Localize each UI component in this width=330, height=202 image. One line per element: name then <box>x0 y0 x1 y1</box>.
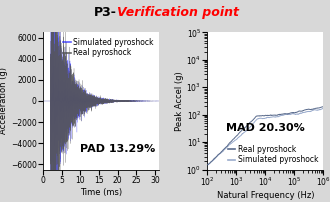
Simulated pyroshock <box>115 100 118 102</box>
Line: Real pyroshock: Real pyroshock <box>208 107 323 165</box>
Simulated pyroshock <box>305 110 309 113</box>
Simulated pyroshock <box>110 101 114 103</box>
Simulated pyroshock <box>83 92 87 94</box>
Real pyroshock <box>293 112 297 114</box>
Line: Simulated pyroshock: Simulated pyroshock <box>43 0 159 202</box>
Line: Real pyroshock: Real pyroshock <box>43 0 159 202</box>
Real pyroshock <box>321 105 325 108</box>
Real pyroshock <box>41 100 45 102</box>
Real pyroshock <box>115 100 118 102</box>
Simulated pyroshock <box>293 113 297 116</box>
Real pyroshock <box>280 113 283 115</box>
Simulated pyroshock <box>213 158 216 160</box>
Real pyroshock <box>213 157 216 160</box>
Line: Simulated pyroshock: Simulated pyroshock <box>208 108 323 165</box>
Real pyroshock <box>273 114 277 116</box>
Text: Verification point: Verification point <box>117 6 239 19</box>
Legend: Simulated pyroshock, Real pyroshock: Simulated pyroshock, Real pyroshock <box>61 36 155 59</box>
Real pyroshock <box>276 114 280 116</box>
Simulated pyroshock <box>41 100 45 102</box>
Simulated pyroshock <box>280 114 283 117</box>
Y-axis label: Acceleration (g): Acceleration (g) <box>0 67 8 135</box>
Real pyroshock <box>206 164 210 166</box>
X-axis label: Time (ms): Time (ms) <box>80 188 122 197</box>
Legend: Real pyroshock, Simulated pyroshock: Real pyroshock, Simulated pyroshock <box>226 143 319 166</box>
Simulated pyroshock <box>206 164 210 166</box>
Real pyroshock <box>157 100 161 102</box>
Simulated pyroshock <box>133 100 137 102</box>
Real pyroshock <box>133 100 137 102</box>
Real pyroshock <box>47 100 51 102</box>
Simulated pyroshock <box>157 100 161 102</box>
Simulated pyroshock <box>47 100 51 102</box>
Simulated pyroshock <box>276 116 280 118</box>
Simulated pyroshock <box>321 107 325 109</box>
Real pyroshock <box>83 99 87 101</box>
X-axis label: Natural Frequency (Hz): Natural Frequency (Hz) <box>217 191 314 200</box>
Text: P3-: P3- <box>94 6 117 19</box>
Text: MAD 20.30%: MAD 20.30% <box>226 123 305 134</box>
Real pyroshock <box>305 108 309 111</box>
Real pyroshock <box>127 100 131 102</box>
Simulated pyroshock <box>127 100 131 102</box>
Simulated pyroshock <box>273 116 277 118</box>
Y-axis label: Peak Accel (g): Peak Accel (g) <box>175 71 183 131</box>
Text: PAD 13.29%: PAD 13.29% <box>80 144 155 154</box>
Real pyroshock <box>110 100 114 102</box>
